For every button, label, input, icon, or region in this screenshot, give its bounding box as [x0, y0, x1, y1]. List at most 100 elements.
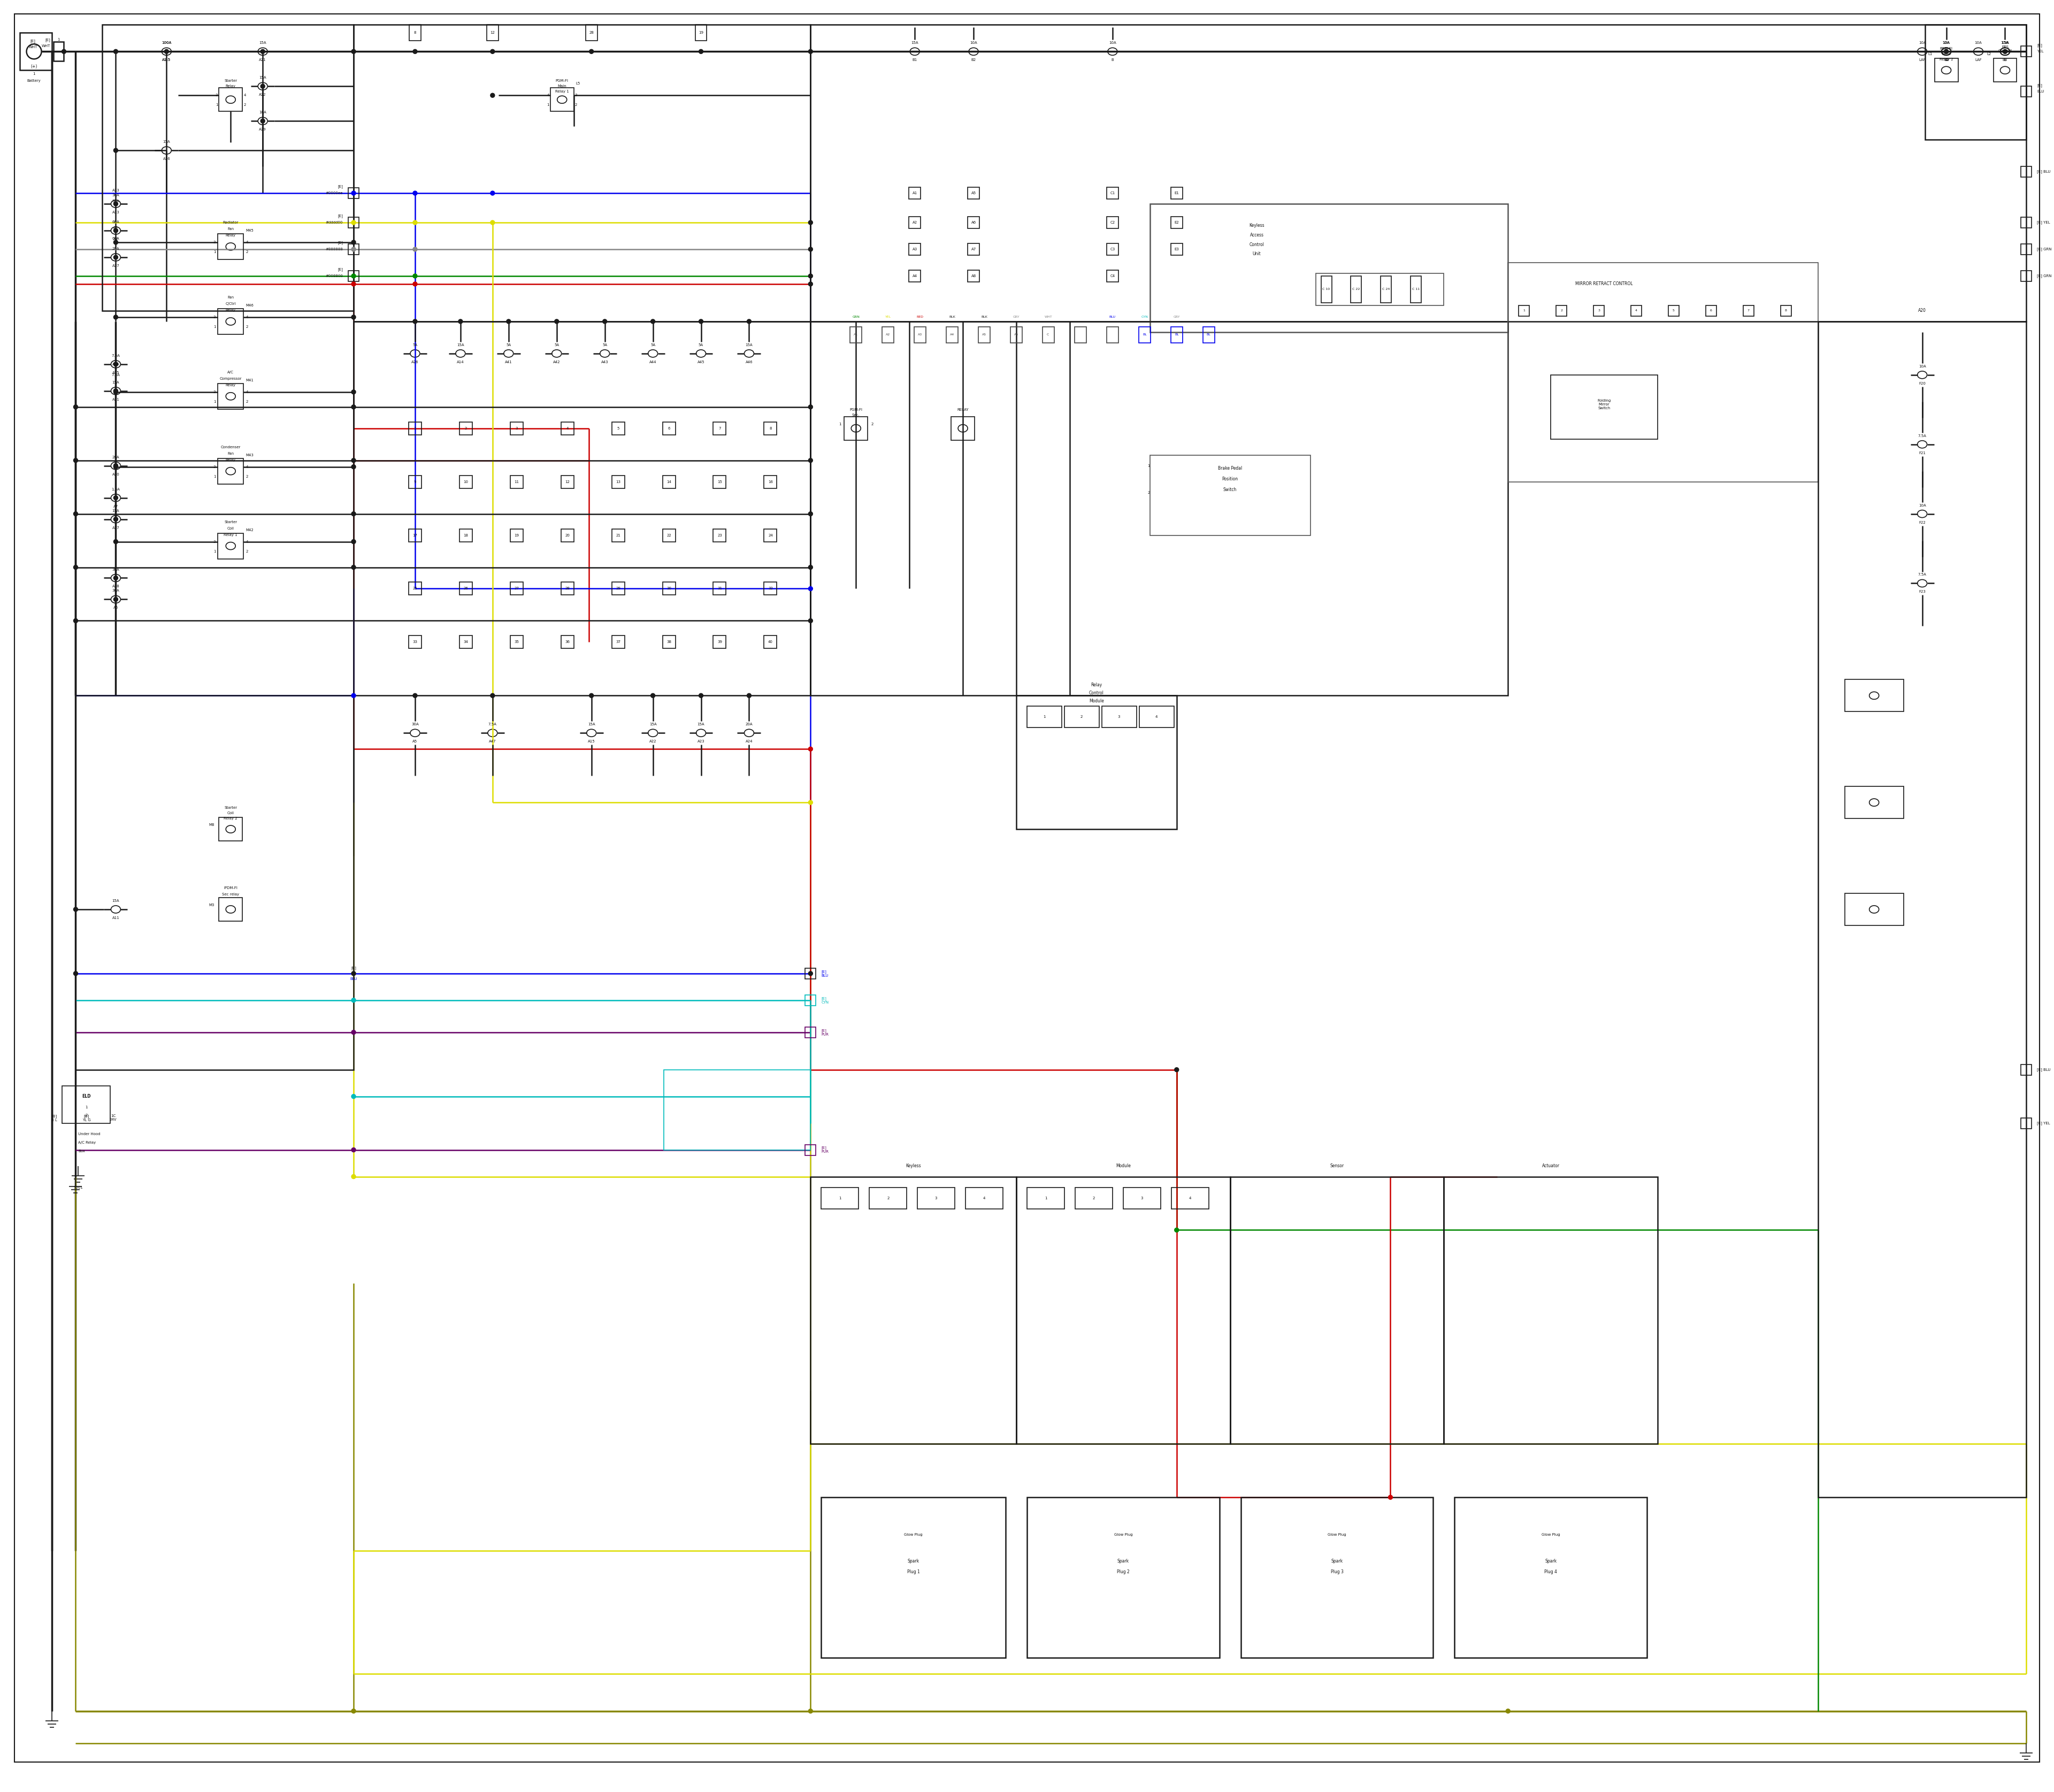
Circle shape — [113, 228, 117, 233]
Text: 30: 30 — [665, 588, 672, 590]
Text: 20: 20 — [565, 534, 569, 538]
Circle shape — [491, 192, 495, 195]
Text: 2: 2 — [244, 104, 246, 106]
Bar — [1925, 25, 2027, 140]
Text: IPDM-FI: IPDM-FI — [224, 887, 238, 889]
Bar — [2021, 244, 2031, 254]
Text: 10A: 10A — [1918, 366, 1927, 367]
Circle shape — [113, 464, 117, 470]
Text: [E] GRN: [E] GRN — [2038, 274, 2052, 278]
Text: PGM-FI: PGM-FI — [557, 79, 569, 82]
Text: 15A: 15A — [698, 722, 705, 726]
Text: E: E — [2005, 59, 2007, 61]
Bar — [218, 383, 244, 409]
Text: 30A: 30A — [113, 199, 119, 202]
Text: A4: A4 — [912, 274, 918, 278]
Text: 2: 2 — [871, 423, 873, 426]
Text: 21: 21 — [616, 534, 620, 538]
Text: A38: A38 — [113, 584, 119, 588]
Text: Position: Position — [1222, 477, 1239, 482]
Text: 4: 4 — [567, 426, 569, 430]
Bar — [805, 1145, 815, 1156]
Text: A13: A13 — [113, 188, 119, 192]
Bar — [561, 421, 573, 435]
Text: 14: 14 — [668, 480, 672, 484]
Circle shape — [809, 50, 813, 54]
Bar — [713, 421, 727, 435]
Circle shape — [698, 694, 702, 697]
Text: Glow Plug: Glow Plug — [1113, 1534, 1132, 1536]
Bar — [218, 308, 244, 335]
Text: 15A: 15A — [2001, 41, 2009, 45]
Circle shape — [809, 459, 813, 462]
Circle shape — [2003, 50, 2007, 54]
Circle shape — [351, 539, 355, 543]
Bar — [713, 636, 727, 649]
Circle shape — [1945, 50, 1949, 54]
Text: Glow Plug: Glow Plug — [1327, 1534, 1345, 1536]
Text: A7: A7 — [113, 505, 119, 507]
Text: Relay 1: Relay 1 — [224, 532, 238, 536]
Text: 3: 3 — [575, 93, 577, 97]
Bar — [1064, 706, 1099, 728]
Text: 4: 4 — [1635, 310, 1637, 312]
Circle shape — [1175, 1228, 1179, 1233]
Bar — [460, 475, 472, 487]
Bar — [1411, 276, 1421, 303]
Text: #008800: #008800 — [325, 274, 343, 278]
Text: F22: F22 — [1918, 521, 1925, 523]
Text: D: D — [1945, 59, 1947, 61]
Text: Plug 2: Plug 2 — [1117, 1570, 1130, 1575]
Text: S001: S001 — [74, 1186, 82, 1188]
Text: A26: A26 — [411, 360, 419, 364]
Bar — [349, 188, 359, 199]
Text: B3: B3 — [2003, 59, 2007, 61]
Text: 3: 3 — [214, 466, 216, 468]
Bar — [764, 636, 776, 649]
Text: Relay: Relay — [226, 459, 236, 462]
Text: Actuator: Actuator — [1543, 1163, 1559, 1168]
Circle shape — [809, 513, 813, 516]
Bar — [1107, 326, 1117, 342]
Bar — [349, 271, 359, 281]
Text: [E]: [E] — [31, 39, 35, 43]
Text: Control: Control — [1089, 690, 1103, 695]
Circle shape — [113, 389, 117, 392]
Text: A7: A7 — [972, 247, 976, 251]
Text: 3: 3 — [1117, 715, 1119, 719]
Text: 2: 2 — [246, 550, 249, 554]
Text: 1: 1 — [546, 104, 548, 106]
Text: Glow Plug: Glow Plug — [1540, 1534, 1561, 1536]
Text: 15A: 15A — [113, 900, 119, 903]
Text: A1: A1 — [854, 333, 859, 337]
Bar — [951, 416, 976, 441]
Text: 20A: 20A — [113, 247, 119, 251]
Text: 20A: 20A — [113, 455, 119, 459]
Circle shape — [351, 315, 355, 319]
Bar — [561, 475, 573, 487]
Bar — [663, 529, 676, 541]
Text: 3: 3 — [214, 391, 216, 394]
Circle shape — [1506, 1710, 1510, 1713]
Circle shape — [351, 1095, 355, 1098]
Text: 15A: 15A — [113, 509, 119, 513]
Text: A22: A22 — [649, 740, 657, 744]
Text: M43: M43 — [246, 453, 253, 457]
Text: Starter: Starter — [224, 79, 236, 82]
Text: C: C — [1048, 333, 1050, 337]
Circle shape — [351, 391, 355, 394]
Text: Coil: Coil — [228, 812, 234, 815]
Text: 6: 6 — [668, 426, 670, 430]
Circle shape — [113, 315, 117, 319]
Text: 38: 38 — [665, 640, 672, 643]
Text: 30A: 30A — [113, 194, 119, 197]
Text: 4: 4 — [546, 93, 548, 97]
Text: A41: A41 — [505, 360, 511, 364]
Circle shape — [589, 50, 594, 54]
Circle shape — [651, 694, 655, 697]
Text: Main: Main — [1941, 52, 1951, 56]
Text: 1: 1 — [214, 475, 216, 478]
Text: Main: Main — [557, 84, 567, 88]
Bar — [1107, 188, 1117, 199]
Text: D: D — [1945, 59, 1947, 61]
